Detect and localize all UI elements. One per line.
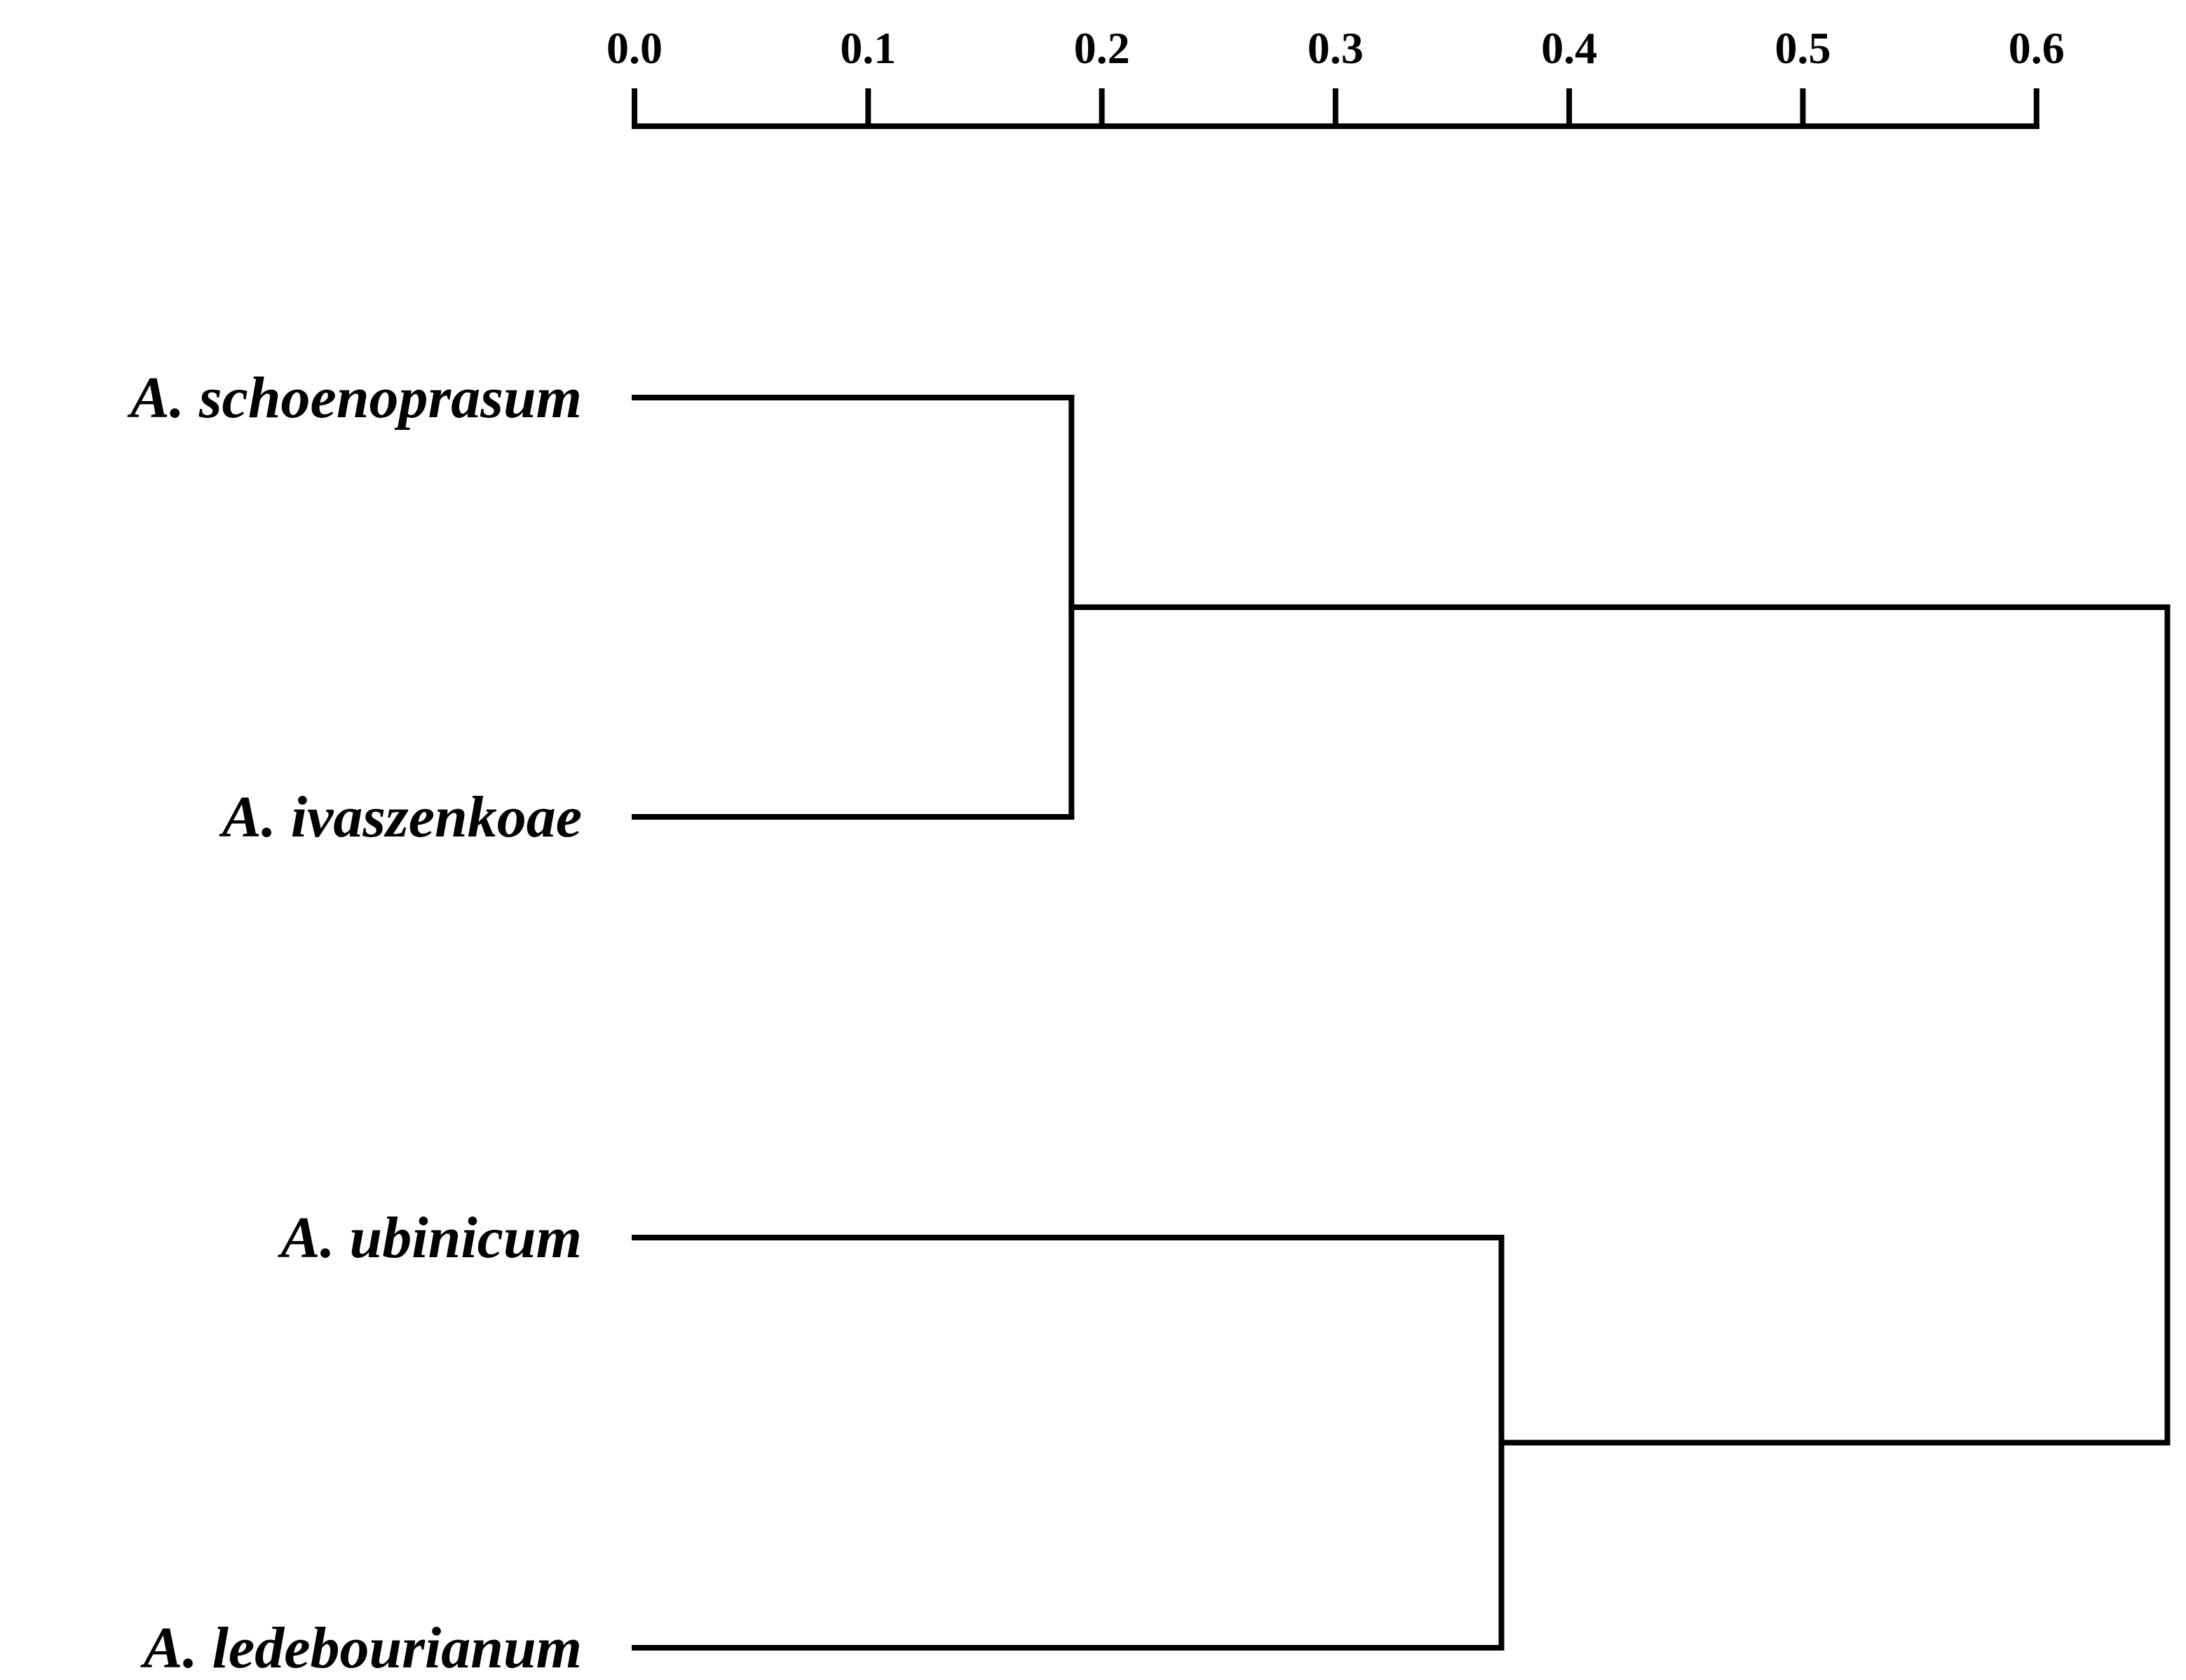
leaf-labels: A. schoenoprasum A. ivaszenkoae A. ubinicu… [127,365,582,1680]
leaf-label: A. ivaszenkoae [219,785,582,850]
axis-tick-label: 0.5 [1775,23,1831,73]
axis-tick-label: 0.0 [606,23,663,73]
leaf-label: A. ubinicum [278,1205,582,1271]
axis-tick-label: 0.6 [2009,23,2065,73]
axis-tick-label: 0.3 [1308,23,1364,73]
axis-tick-label: 0.1 [840,23,896,73]
distance-axis: 0.0 0.1 0.2 0.3 0.4 0.5 0.6 [606,23,2065,129]
leaf-label: A. ledebourianum [140,1615,582,1680]
branches [632,395,2171,1651]
axis-tick-label: 0.2 [1074,23,1130,73]
axis-tick-label: 0.4 [1541,23,1597,73]
leaf-label: A. schoenoprasum [127,365,582,431]
